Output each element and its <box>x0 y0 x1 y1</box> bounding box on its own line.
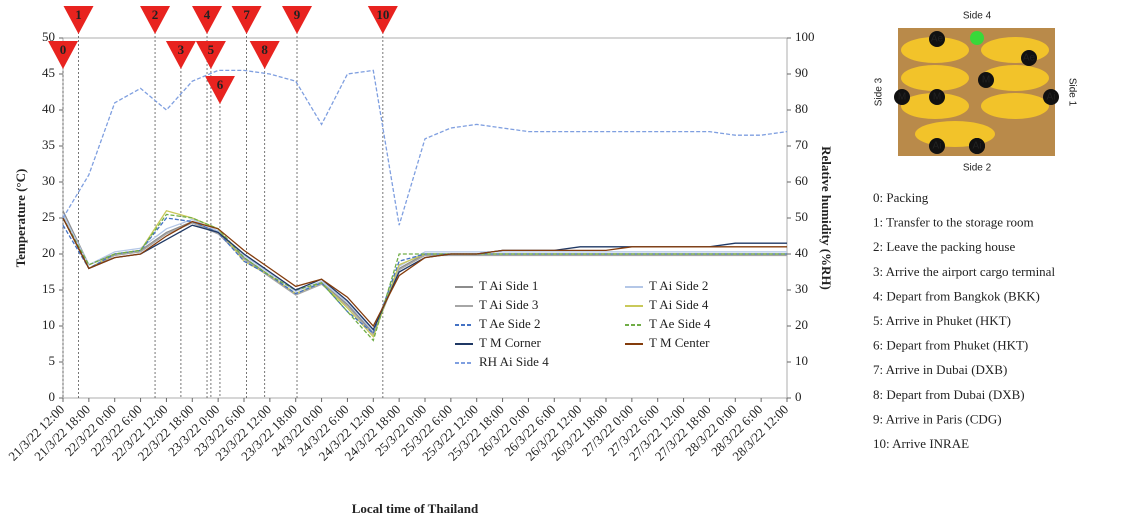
event-label: 5 <box>208 42 215 57</box>
event-label: 2 <box>152 7 159 22</box>
y-tick-label: 20 <box>42 245 55 260</box>
event-marker <box>63 6 94 34</box>
event-label: 10 <box>376 7 389 22</box>
event-description: 1: Transfer to the storage room <box>873 215 1034 230</box>
event-description: 8: Depart from Dubai (DXB) <box>873 387 1025 402</box>
side-label: Side 1 <box>1066 78 1077 107</box>
side-label: Side 2 <box>963 163 992 174</box>
series-line <box>62 210 787 335</box>
y2-tick-label: 20 <box>795 317 808 332</box>
series-line <box>62 214 787 333</box>
y-tick-label: 30 <box>42 173 55 188</box>
y2-tick-label: 70 <box>795 137 808 152</box>
event-marker <box>231 6 262 34</box>
y-tick-label: 50 <box>42 29 55 44</box>
y-tick-label: 25 <box>42 209 55 224</box>
side-label: Side 3 <box>874 77 885 106</box>
y2-tick-label: 50 <box>795 209 808 224</box>
sensor-label: Ai <box>933 141 942 152</box>
y2-tick-label: 0 <box>795 389 802 404</box>
event-label: 4 <box>204 7 211 22</box>
event-description: 9: Arrive in Paris (CDG) <box>873 411 1002 426</box>
sensor-label: Ae <box>1023 53 1036 64</box>
event-label: 7 <box>243 7 250 22</box>
legend-label: T Ai Side 4 <box>649 297 709 312</box>
sensor-marker <box>929 31 945 47</box>
sensor-green <box>970 31 984 45</box>
event-marker <box>367 6 398 34</box>
y-tick-label: 15 <box>42 281 55 296</box>
y-tick-label: 0 <box>49 389 56 404</box>
sensor-label: Ai <box>1047 92 1056 103</box>
sensor-marker <box>929 138 945 154</box>
event-label: 0 <box>60 42 67 57</box>
event-marker <box>192 6 223 34</box>
event-marker <box>140 6 171 34</box>
y-tick-label: 35 <box>42 137 55 152</box>
sensor-label: Ai <box>973 141 982 152</box>
sensor-label: M <box>982 75 990 86</box>
legend-label: T M Corner <box>479 335 542 350</box>
event-label: 9 <box>294 7 301 22</box>
mangoes <box>901 37 1049 147</box>
event-description: 7: Arrive in Dubai (DXB) <box>873 362 1007 377</box>
event-label: 6 <box>217 77 224 92</box>
sensor-marker <box>894 89 910 105</box>
event-description: 4: Depart from Bangkok (BKK) <box>873 288 1040 303</box>
y-tick-label: 10 <box>42 317 55 332</box>
series-line <box>62 217 787 335</box>
y2-axis-title: Relative humidity (%RH) <box>819 146 834 290</box>
legend-label: T Ai Side 3 <box>479 297 538 312</box>
event-marker <box>195 41 226 69</box>
y-axis-title: Temperature (°C) <box>13 169 28 268</box>
side-label: Side 4 <box>963 11 992 22</box>
y2-tick-label: 80 <box>795 101 808 116</box>
y2-tick-label: 10 <box>795 353 808 368</box>
event-description: 10: Arrive INRAE <box>873 436 969 451</box>
event-description: 5: Arrive in Phuket (HKT) <box>873 313 1011 328</box>
event-description: 2: Leave the packing house <box>873 239 1015 254</box>
sensor-marker <box>969 138 985 154</box>
sensor-label: M <box>933 92 941 103</box>
sensor-marker <box>1043 89 1059 105</box>
series-line <box>62 69 788 226</box>
series-line <box>62 217 787 331</box>
sensor-marker <box>978 72 994 88</box>
event-description: 3: Arrive the airport cargo terminal <box>873 264 1055 279</box>
event-marker <box>204 76 235 104</box>
legend-label: T Ae Side 4 <box>649 316 711 331</box>
legend-label: T Ai Side 2 <box>649 278 708 293</box>
event-marker <box>165 41 196 69</box>
y2-tick-label: 40 <box>795 245 808 260</box>
event-label: 1 <box>75 7 82 22</box>
y2-tick-label: 100 <box>795 29 815 44</box>
series-line <box>62 213 787 342</box>
event-marker <box>48 41 78 69</box>
event-label: 8 <box>261 42 268 57</box>
legend-label: RH Ai Side 4 <box>479 354 549 369</box>
event-description: 6: Depart from Phuket (HKT) <box>873 338 1028 353</box>
series-line <box>62 217 787 328</box>
y2-tick-label: 60 <box>795 173 808 188</box>
sensor-label: Ae <box>931 34 944 45</box>
y2-tick-label: 90 <box>795 65 808 80</box>
legend-label: T M Center <box>649 335 710 350</box>
sensor-label: M <box>898 92 906 103</box>
y-tick-label: 5 <box>49 353 56 368</box>
y-tick-label: 45 <box>42 65 55 80</box>
event-marker <box>282 6 313 34</box>
event-marker <box>249 41 280 69</box>
legend-label: T Ai Side 1 <box>479 278 538 293</box>
y-tick-label: 40 <box>42 101 55 116</box>
y2-tick-label: 30 <box>795 281 808 296</box>
sensor-marker <box>1021 50 1037 66</box>
event-label: 3 <box>178 42 185 57</box>
sensor-marker <box>929 89 945 105</box>
legend-label: T Ae Side 2 <box>479 316 541 331</box>
x-axis-title: Local time of Thailand <box>352 501 479 516</box>
event-description: 0: Packing <box>873 190 929 205</box>
